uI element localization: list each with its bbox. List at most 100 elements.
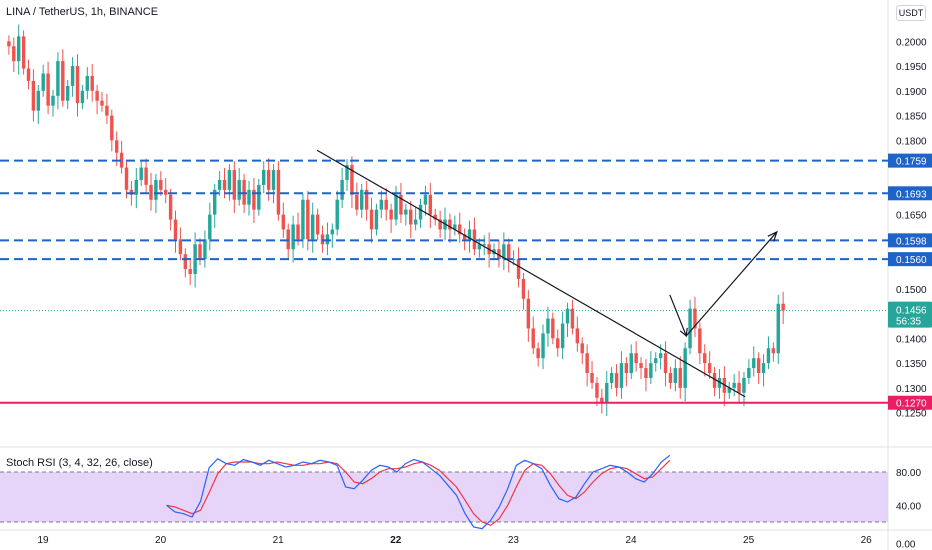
candle-body: [198, 244, 202, 260]
price-tick-label: 0.1900: [896, 87, 927, 98]
candle: [551, 312, 555, 345]
rsi-tick-label: 40.00: [896, 501, 921, 512]
price-level-tag-label: 0.1560: [896, 255, 927, 266]
candle-body: [271, 170, 276, 190]
candle: [732, 374, 736, 397]
candle-body: [21, 36, 26, 69]
candle: [511, 250, 516, 266]
candle-body: [311, 214, 315, 240]
candle-body: [306, 199, 310, 240]
candle-body: [756, 358, 761, 374]
projection-arrow-head: [767, 230, 778, 242]
candle-body: [36, 90, 41, 111]
candle: [301, 193, 305, 248]
candle: [379, 190, 384, 219]
candle: [703, 344, 707, 377]
candle-body: [90, 75, 94, 91]
rsi-band: [0, 472, 888, 522]
candle: [560, 311, 565, 360]
candle: [203, 230, 207, 268]
candle-body: [546, 318, 550, 334]
candle-body: [12, 46, 16, 62]
candle: [467, 220, 472, 253]
candle-body: [364, 189, 369, 210]
candle: [404, 203, 408, 226]
candle: [516, 247, 521, 288]
candle: [423, 185, 428, 216]
price-level-tag: [888, 252, 932, 267]
time-tick-label: 26: [861, 535, 873, 546]
candle-body: [541, 333, 545, 359]
candle-body: [139, 167, 143, 180]
candle: [502, 232, 506, 271]
price-level-tag-label: 0.1270: [896, 399, 927, 410]
candle: [600, 388, 604, 414]
candle: [183, 248, 188, 278]
candle: [340, 168, 344, 209]
candle-body: [482, 244, 486, 246]
candle: [330, 223, 335, 248]
candle-body: [649, 363, 653, 378]
candle: [51, 89, 55, 117]
candle: [252, 177, 256, 224]
candle-body: [119, 152, 124, 168]
candle-body: [95, 90, 99, 101]
candle-body: [65, 85, 70, 101]
candle: [585, 344, 589, 387]
candle-body: [560, 323, 565, 349]
stoch-rsi-title[interactable]: Stoch RSI (3, 4, 32, 26, close): [6, 457, 153, 469]
candle: [418, 198, 423, 228]
candle: [105, 93, 109, 125]
candle: [742, 372, 746, 407]
candle: [306, 190, 310, 251]
candle-body: [31, 80, 36, 111]
candle-body: [536, 348, 540, 359]
candle-body: [217, 179, 222, 190]
price-tick-label: 0.1500: [896, 285, 927, 296]
candle: [629, 344, 633, 379]
price-tick-label: 0.1850: [896, 112, 927, 123]
candle: [531, 316, 535, 355]
price-tick-label: 0.1800: [896, 136, 927, 147]
candle: [36, 84, 41, 125]
candle-body: [315, 214, 320, 235]
candle-body: [7, 41, 11, 47]
candle: [556, 329, 560, 357]
currency-button[interactable]: USDT: [896, 5, 926, 21]
candle: [565, 302, 570, 337]
candle: [614, 364, 619, 397]
candle: [580, 337, 584, 365]
candle: [428, 182, 433, 228]
candle-body: [717, 377, 722, 388]
candle-body: [188, 269, 192, 275]
candle: [678, 356, 682, 399]
candle: [139, 161, 143, 186]
candle: [247, 180, 251, 216]
price-level-tag: [888, 233, 932, 248]
candle-body: [159, 179, 163, 190]
candle: [61, 49, 65, 107]
price-tick-label: 0.1300: [896, 384, 927, 395]
candle: [178, 227, 183, 261]
candle-body: [507, 244, 511, 260]
candle-body: [257, 184, 261, 210]
time-tick-label: 22: [390, 535, 402, 546]
time-tick-label: 20: [155, 535, 167, 546]
symbol-title[interactable]: LINA / TetherUS, 1h, BINANCE: [6, 6, 159, 18]
price-tick-label: 0.1350: [896, 359, 927, 370]
candle-body: [556, 338, 560, 349]
candle: [781, 291, 785, 325]
candle: [232, 161, 237, 214]
candle-body: [355, 194, 359, 210]
candle: [698, 322, 702, 365]
candle: [41, 64, 45, 97]
candle-body: [193, 244, 197, 275]
candle-body: [16, 36, 21, 62]
candle: [482, 235, 486, 256]
candle: [291, 215, 295, 263]
candle: [364, 180, 369, 221]
candle: [507, 238, 511, 273]
candle: [271, 164, 276, 204]
candle: [605, 371, 609, 417]
